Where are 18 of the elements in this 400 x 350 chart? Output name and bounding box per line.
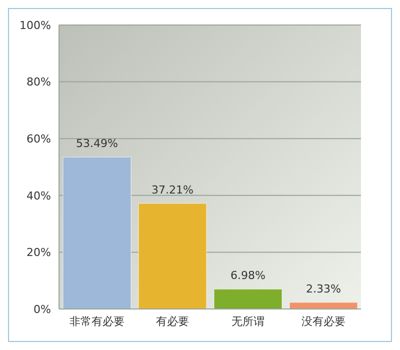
data-label: 37.21%: [152, 183, 194, 196]
x-tick-label: 非常有必要: [69, 314, 124, 328]
y-tick-label: 20%: [26, 246, 51, 260]
bar: [62, 156, 132, 309]
y-tick-label: 100%: [20, 18, 51, 32]
y-tick-label: 60%: [26, 132, 51, 146]
data-label: 6.98%: [230, 269, 266, 282]
x-tick-label: 有必要: [156, 314, 189, 328]
bar: [138, 202, 207, 309]
y-tick-label: 80%: [26, 76, 51, 89]
x-tick-label: 无所谓: [231, 314, 264, 328]
y-tick-label: 0%: [34, 302, 51, 316]
x-tick-label: 没有必要: [301, 314, 346, 328]
bar: [214, 288, 282, 309]
y-tick-label: 40%: [26, 189, 51, 202]
bar: [289, 302, 358, 309]
data-label: 2.33%: [306, 282, 341, 296]
data-label: 53.49%: [76, 137, 118, 150]
